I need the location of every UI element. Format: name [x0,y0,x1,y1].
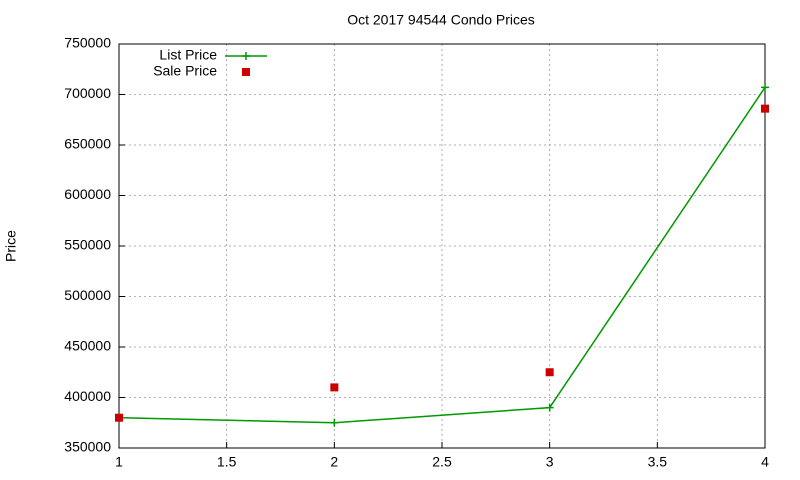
y-tick-label: 500000 [64,287,111,303]
y-tick-label: 650000 [64,136,111,152]
x-tick-label: 1 [115,454,123,470]
x-tick-label: 4 [761,454,769,470]
series-line [118,87,766,424]
x-tick-label: 1.5 [217,454,237,470]
marker [242,52,250,60]
chart-title: Oct 2017 94544 Condo Prices [347,12,535,28]
y-tick-label: 750000 [64,35,111,51]
y-tick-label: 450000 [64,338,111,354]
x-tick-label: 2.5 [432,454,452,470]
y-axis-label: Price [3,230,19,262]
marker [545,368,554,377]
legend-label: Sale Price [153,63,217,79]
marker [330,418,339,427]
y-tick-label: 350000 [64,439,111,455]
y-tick-label: 400000 [64,388,111,404]
x-tick-label: 3 [546,454,554,470]
marker [330,383,339,392]
marker [115,413,123,422]
marker [761,83,769,92]
marker [545,403,554,412]
marker [242,68,250,76]
legend-label: List Price [159,47,217,63]
marker [761,104,769,113]
plot-frame [118,43,766,449]
x-tick-label: 2 [330,454,338,470]
y-tick-label: 550000 [64,237,111,253]
x-tick-label: 3.5 [648,454,668,470]
y-tick-label: 700000 [64,85,111,101]
y-tick-label: 600000 [64,186,111,202]
